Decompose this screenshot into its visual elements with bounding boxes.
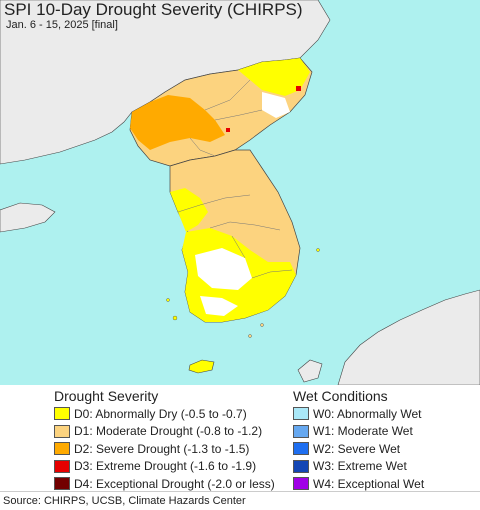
legend-item-w4: W4: Exceptional Wet [293, 475, 424, 493]
nk-severe-drought [130, 95, 225, 150]
legend-swatch [54, 424, 70, 438]
wet-legend-heading: Wet Conditions [293, 388, 388, 404]
source-bar: Source: CHIRPS, UCSB, Climate Hazards Ce… [0, 491, 480, 510]
nk-abnormally-dry [238, 58, 310, 96]
sk-abnormally-dry [170, 188, 208, 232]
legend-swatch [54, 477, 70, 491]
legend-item-w1: W1: Moderate Wet [293, 423, 424, 441]
legend-swatch [293, 477, 309, 491]
map-date-range: Jan. 6 - 15, 2025 [final] [6, 19, 118, 31]
nk-normal-area [262, 92, 290, 118]
extreme-drought-spot [226, 128, 230, 132]
legend-swatch [54, 442, 70, 456]
island [316, 248, 320, 252]
legend-item-w0: W0: Abnormally Wet [293, 405, 424, 423]
legend-item-d1: D1: Moderate Drought (-0.8 to -1.2) [54, 423, 275, 441]
extreme-drought-spot [296, 86, 301, 91]
legend-item-d0: D0: Abnormally Dry (-0.5 to -0.7) [54, 405, 275, 423]
map-title: SPI 10-Day Drought Severity (CHIRPS) [4, 0, 303, 19]
legend-swatch [293, 459, 309, 473]
jeju-island [188, 359, 215, 374]
source-credit: Source: CHIRPS, UCSB, Climate Hazards Ce… [3, 495, 246, 507]
legend-item-d2: D2: Severe Drought (-1.3 to -1.5) [54, 440, 275, 458]
legend-item-d4: D4: Exceptional Drought (-2.0 or less) [54, 475, 275, 493]
drought-legend-heading: Drought Severity [54, 388, 159, 404]
legend-swatch [293, 407, 309, 421]
sk-normal-area [195, 248, 252, 290]
legend-swatch [293, 424, 309, 438]
drought-legend: D0: Abnormally Dry (-0.5 to -0.7) D1: Mo… [54, 405, 275, 493]
legend-swatch [293, 442, 309, 456]
sk-normal-area [200, 296, 238, 316]
province-boundaries [177, 79, 293, 279]
shandong-peninsula [0, 202, 56, 233]
legend-swatch [54, 407, 70, 421]
legend-item-d3: D3: Extreme Drought (-1.6 to -1.9) [54, 458, 275, 476]
japan-island [297, 359, 323, 383]
legend-item-w3: W3: Extreme Wet [293, 458, 424, 476]
island [166, 298, 170, 302]
wet-legend: W0: Abnormally Wet W1: Moderate Wet W2: … [293, 405, 424, 493]
island [260, 323, 264, 327]
japan [337, 289, 480, 385]
island [248, 334, 252, 338]
legend-swatch [54, 459, 70, 473]
island [172, 315, 178, 321]
legend-item-w2: W2: Severe Wet [293, 440, 424, 458]
drought-map: SPI 10-Day Drought Severity (CHIRPS) Jan… [0, 0, 480, 385]
